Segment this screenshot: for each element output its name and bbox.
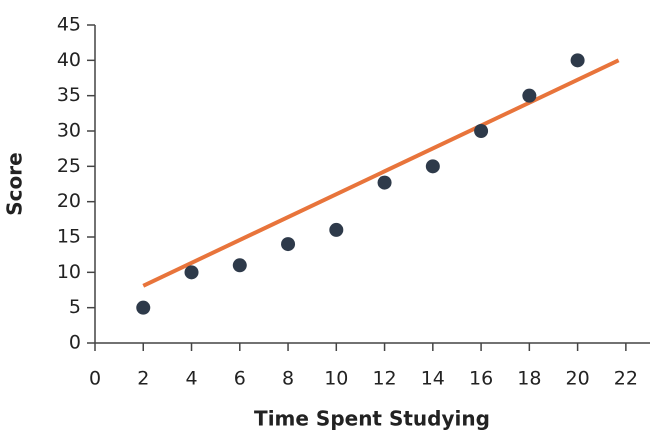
point	[184, 265, 199, 280]
trend-line	[142, 58, 620, 288]
y-tick-label: 40	[57, 49, 81, 71]
x-tick-label: 20	[566, 368, 590, 390]
y-tick-label: 10	[57, 261, 81, 283]
x-tick-label: 6	[234, 368, 246, 390]
y-tick-label: 35	[57, 84, 81, 106]
point	[281, 237, 296, 252]
x-tick-label: 10	[324, 368, 348, 390]
y-tick-label: 0	[69, 332, 81, 354]
x-tick-label: 4	[185, 368, 197, 390]
point	[329, 222, 344, 237]
point	[232, 258, 247, 273]
y-axis-title: Score	[3, 152, 27, 215]
y-tick-label: 20	[57, 190, 81, 212]
x-tick-label: 0	[89, 368, 101, 390]
x-tick-label: 8	[282, 368, 294, 390]
x-tick-label: 22	[614, 368, 638, 390]
point	[474, 124, 489, 138]
point	[522, 88, 537, 103]
x-tick-label: 14	[421, 368, 445, 390]
y-tick-label: 15	[57, 226, 81, 248]
y-tick-label: 25	[57, 155, 81, 177]
y-tick-label: 5	[69, 296, 81, 318]
x-tick-label: 18	[517, 368, 541, 390]
x-tick-label: 16	[469, 368, 493, 390]
x-tick-label: 2	[137, 368, 149, 390]
y-tick-label: 30	[57, 120, 81, 142]
point	[136, 300, 151, 315]
x-axis-title: Time Spent Studying	[254, 407, 490, 431]
point	[425, 159, 440, 174]
point	[570, 53, 585, 68]
point	[377, 175, 392, 190]
y-tick-label: 45	[57, 14, 81, 36]
x-tick-label: 12	[372, 368, 396, 390]
